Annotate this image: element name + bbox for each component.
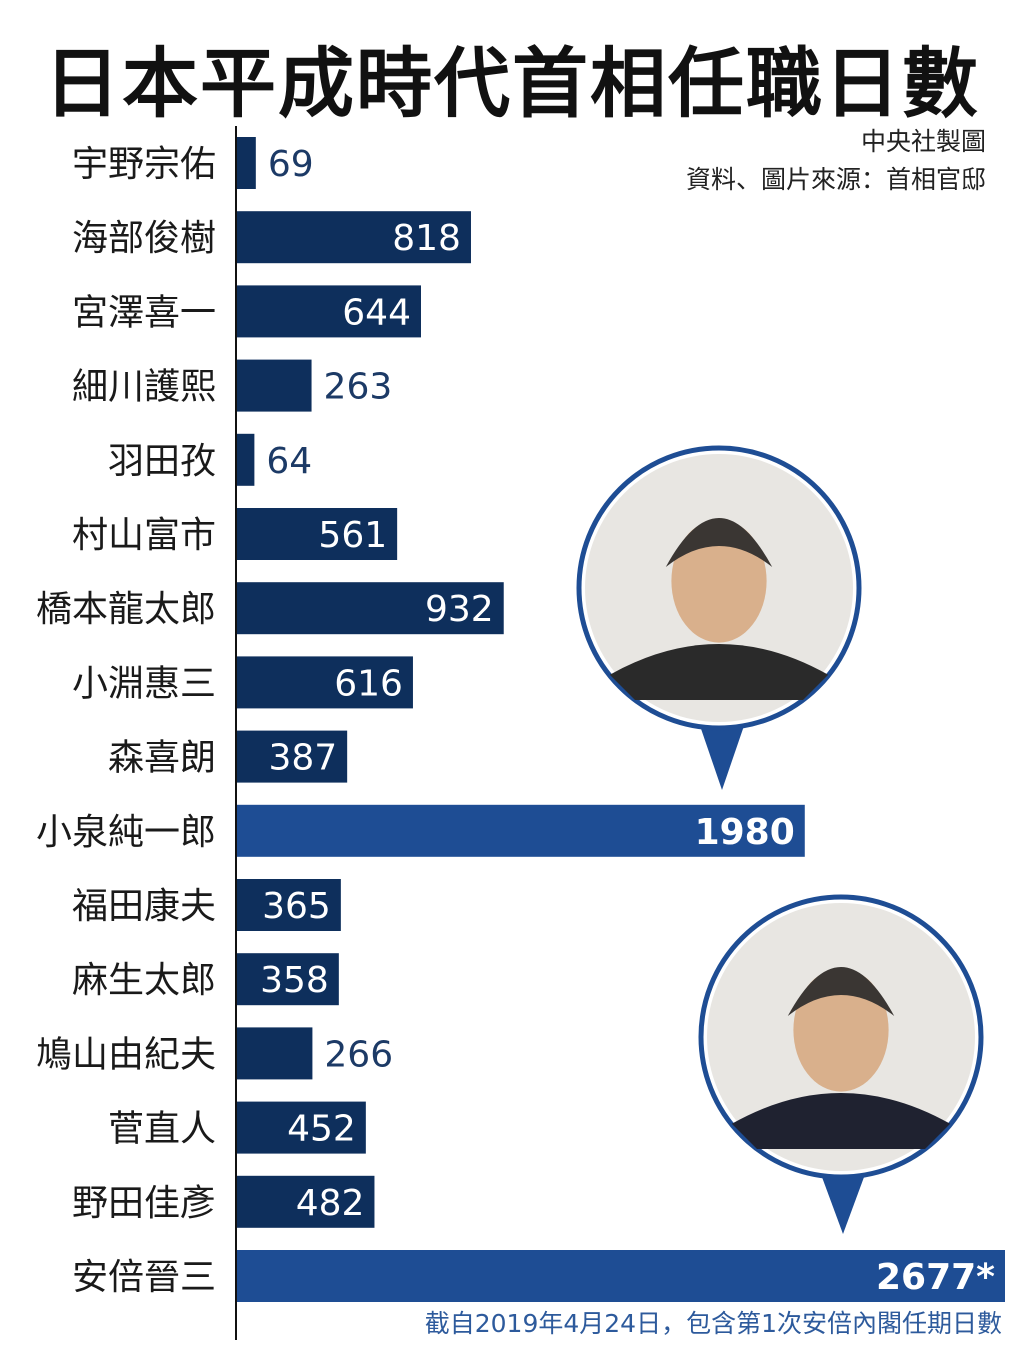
portrait-abe [698,894,984,1234]
suit-shape [609,644,829,700]
category-label: 橋本龍太郎 [36,589,216,630]
hair-shape [665,518,773,567]
category-label: 安倍晉三 [72,1257,216,1298]
portrait-koizumi [576,445,862,790]
suit-shape [731,1093,951,1149]
category-label: 森喜朗 [108,738,216,779]
footnote: 截自2019年4月24日，包含第1次安倍內閣任期日數 [424,1309,1002,1338]
value-label: 64 [266,441,312,482]
bar [236,1175,375,1228]
category-label: 鳩山由紀夫 [36,1034,216,1075]
name-labels: 宇野宗佑海部俊樹宮澤喜一細川護熙羽田孜村山富市橋本龍太郎小淵惠三森喜朗小泉純一郎… [36,144,216,1298]
value-label: 263 [324,367,393,408]
bar [236,730,348,783]
bar [236,1250,1005,1302]
bar [236,285,421,338]
credit-line: 中央社製圖 [860,127,986,156]
category-label: 小泉純一郎 [36,812,216,853]
value-label: 365 [262,886,331,927]
category-label: 海部俊樹 [72,218,216,259]
value-label: 561 [318,515,387,556]
category-label: 福田康夫 [72,886,216,927]
bars [236,137,1005,1302]
value-label: 452 [287,1109,356,1150]
bar [236,1101,366,1154]
bar [236,211,471,264]
hair-shape [787,967,895,1016]
category-label: 小淵惠三 [72,663,216,704]
bar [236,1027,313,1080]
bar [236,359,312,412]
value-label: 358 [260,960,329,1001]
value-label: 387 [268,738,337,779]
portraits [576,445,984,1234]
bar [236,137,256,189]
callout-pointer [698,720,746,790]
category-label: 細川護熙 [72,367,216,408]
category-label: 麻生太郎 [72,960,216,1001]
value-label: 644 [342,292,411,333]
bar [236,656,413,709]
category-label: 宮澤喜一 [72,292,216,333]
category-label: 菅直人 [108,1109,216,1150]
value-label: 932 [425,589,494,630]
bar [236,804,805,857]
value-label: 616 [334,663,403,704]
category-label: 宇野宗佑 [72,144,216,185]
value-label: 69 [268,144,314,185]
category-label: 村山富市 [72,515,216,556]
bar [236,582,504,635]
category-label: 野田佳彥 [72,1183,216,1224]
value-label: 2677* [876,1257,995,1298]
bar [236,508,398,560]
bar [236,953,339,1006]
category-label: 羽田孜 [108,441,216,482]
value-label: 482 [296,1183,365,1224]
bar [236,433,255,486]
value-label: 266 [324,1034,393,1075]
source-line: 資料、圖片來源：首相官邸 [685,165,986,194]
callout-pointer [819,1169,867,1234]
value-label: 818 [392,218,461,259]
bar [236,879,341,931]
value-label: 1980 [695,812,795,853]
chart-title: 日本平成時代首相任職日數 [44,39,980,128]
